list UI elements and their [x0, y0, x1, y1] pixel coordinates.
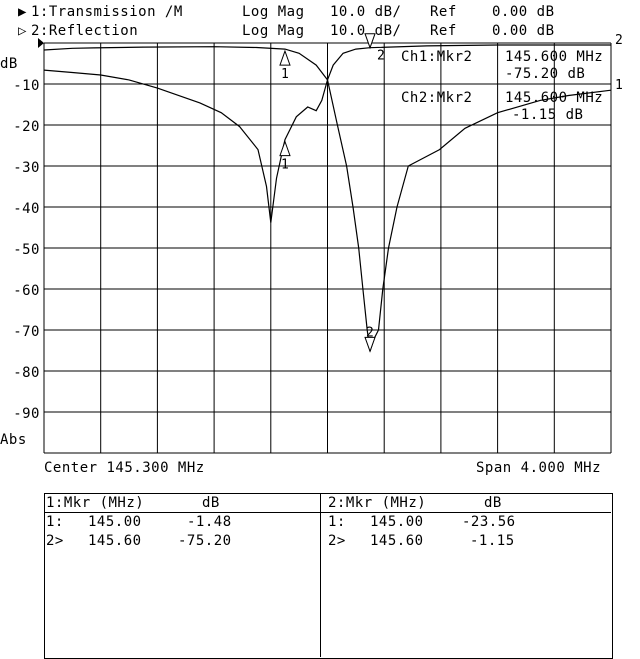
- marker-label: 1: [281, 158, 289, 173]
- ch1-readout-value: -75.20 dB: [505, 66, 586, 82]
- ch2-table-header-db: dB: [484, 495, 502, 511]
- ch2-scale: 10.0 dB/: [330, 23, 402, 39]
- ch2-readout-value: -1.15 dB: [512, 107, 584, 123]
- marker-triangle-icon: [279, 140, 291, 157]
- marker-triangle-icon: [364, 33, 376, 50]
- trace-end-label-2: 2: [615, 33, 623, 48]
- marker-label: 2: [377, 49, 385, 64]
- ch2-marker: ▷: [18, 23, 27, 39]
- trace-end-label-1: 1: [615, 78, 623, 93]
- center-frequency: Center 145.300 MHz: [44, 460, 205, 476]
- y-tick-label: -50: [13, 242, 40, 258]
- ch1-table-header-mkr: 1:Mkr (MHz): [46, 495, 145, 511]
- y-tick-label: -30: [13, 160, 40, 176]
- ch2-ref-label: Ref: [430, 23, 457, 39]
- ch1-title: 1:Transmission /M: [31, 4, 183, 20]
- ch1-active-marker: ▶: [18, 4, 27, 20]
- ch1-readout-name: Ch1:Mkr2: [401, 49, 473, 65]
- ch2-title: 2:Reflection: [31, 23, 139, 39]
- y-tick-label: -60: [13, 283, 40, 299]
- marker-triangle-icon: [279, 49, 291, 66]
- marker-label: 1: [281, 67, 289, 82]
- y-tick-label: -20: [13, 119, 40, 135]
- ch1-ref: 0.00 dB: [492, 4, 555, 20]
- ch1-row1-id: 1:: [46, 514, 64, 530]
- ch1-row2-id: 2>: [46, 533, 64, 549]
- trace-2: [43, 44, 611, 223]
- reference-position-icon: [38, 38, 44, 48]
- ch1-ref-label: Ref: [430, 4, 457, 20]
- trace-1: [43, 46, 612, 352]
- y-unit-label: dB: [0, 56, 18, 72]
- marker-label: 2: [366, 325, 374, 340]
- ch1-readout-freq: 145.600 MHz: [505, 49, 604, 65]
- table-divider: [320, 493, 321, 657]
- ch2-row2-db: -1.15: [470, 533, 515, 549]
- abs-label: Abs: [0, 432, 27, 448]
- ch1-row1-freq: 145.00: [88, 514, 142, 530]
- ch1-scale: 10.0 dB/: [330, 4, 402, 20]
- y-tick-label: -90: [13, 406, 40, 422]
- y-tick-label: -40: [13, 201, 40, 217]
- ch2-row1-freq: 145.00: [370, 514, 424, 530]
- ch1-row1-db: -1.48: [187, 514, 232, 530]
- y-tick-label: -70: [13, 324, 40, 340]
- marker-triangle-icon: [364, 336, 376, 353]
- span-frequency: Span 4.000 MHz: [476, 460, 602, 476]
- ch2-format: Log Mag: [242, 23, 305, 39]
- ch2-readout-freq: 145.600 MHz: [505, 90, 604, 106]
- ch1-row2-db: -75.20: [178, 533, 232, 549]
- ch2-row2-freq: 145.60: [370, 533, 424, 549]
- y-tick-label: -10: [13, 78, 40, 94]
- ch2-row2-id: 2>: [328, 533, 346, 549]
- ch1-format: Log Mag: [242, 4, 305, 20]
- table-header-line: [44, 512, 611, 513]
- ch2-readout-name: Ch2:Mkr2: [401, 90, 473, 106]
- y-tick-label: -80: [13, 365, 40, 381]
- ch2-ref: 0.00 dB: [492, 23, 555, 39]
- ch2-row1-id: 1:: [328, 514, 346, 530]
- ch2-table-header-mkr: 2:Mkr (MHz): [328, 495, 427, 511]
- ch2-row1-db: -23.56: [462, 514, 516, 530]
- ch1-row2-freq: 145.60: [88, 533, 142, 549]
- ch1-table-header-db: dB: [202, 495, 220, 511]
